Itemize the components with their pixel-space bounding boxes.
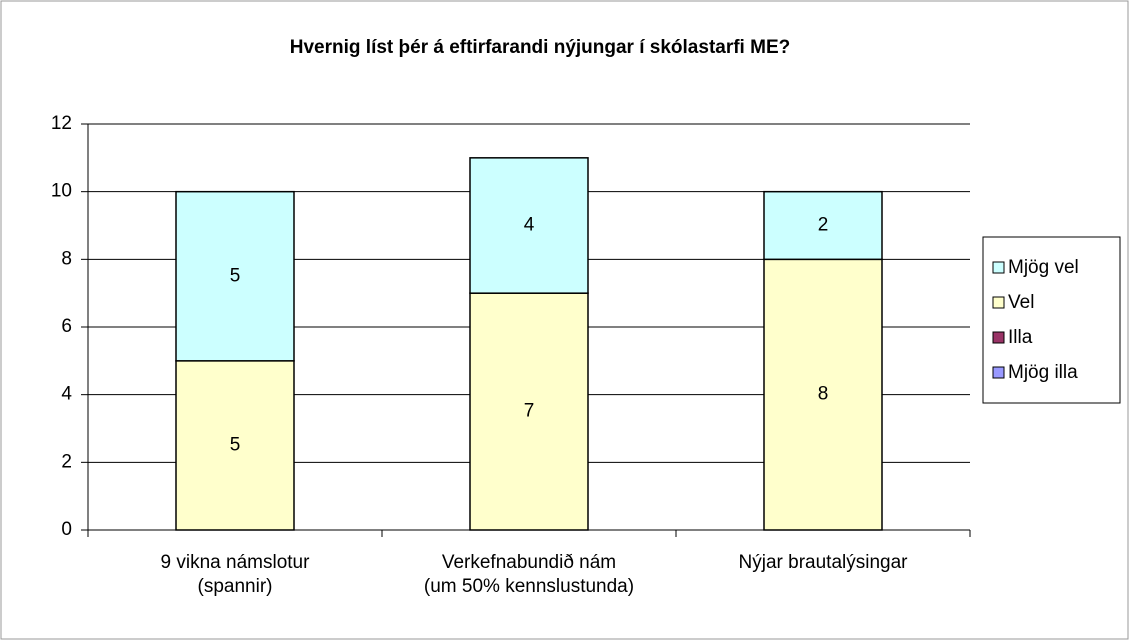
legend-swatch [992, 261, 1005, 274]
chart-title: Hvernig líst þér á eftirfarandi nýjungar… [290, 37, 790, 58]
legend-swatch [992, 296, 1005, 309]
data-label: 5 [230, 265, 241, 286]
y-tick-label: 0 [61, 519, 72, 540]
y-tick-label: 8 [61, 248, 72, 269]
y-tick-label: 12 [51, 113, 72, 134]
bar-segment [175, 190, 295, 362]
x-tick-label: (spannir) [198, 576, 273, 597]
legend-label: Vel [1008, 292, 1034, 313]
data-label: 7 [524, 401, 535, 422]
y-tick-label: 6 [61, 316, 72, 337]
legend-label: Mjög vel [1008, 257, 1079, 278]
x-tick-label: (um 50% kennslustunda) [424, 576, 634, 597]
legend-label: Mjög illa [1008, 362, 1078, 383]
y-tick-label: 10 [51, 181, 72, 202]
bar-segment [763, 190, 883, 261]
y-tick-label: 2 [61, 451, 72, 472]
legend-label: Illa [1008, 327, 1033, 348]
bar-segment [175, 360, 295, 531]
x-tick-label: Verkefnabundið nám [442, 552, 616, 573]
legend-swatch [992, 331, 1005, 344]
y-tick-label: 4 [61, 384, 72, 405]
x-tick-label: Nýjar brautalýsingar [739, 552, 909, 573]
legend-box [982, 236, 1121, 404]
data-label: 2 [818, 215, 829, 236]
x-tick-label: 9 vikna námslotur [161, 552, 311, 573]
bar-segment [469, 157, 589, 294]
legend-swatch [992, 366, 1005, 379]
data-label: 4 [524, 215, 535, 236]
bar-segment [469, 292, 589, 531]
data-label: 8 [818, 384, 829, 405]
data-label: 5 [230, 434, 241, 455]
